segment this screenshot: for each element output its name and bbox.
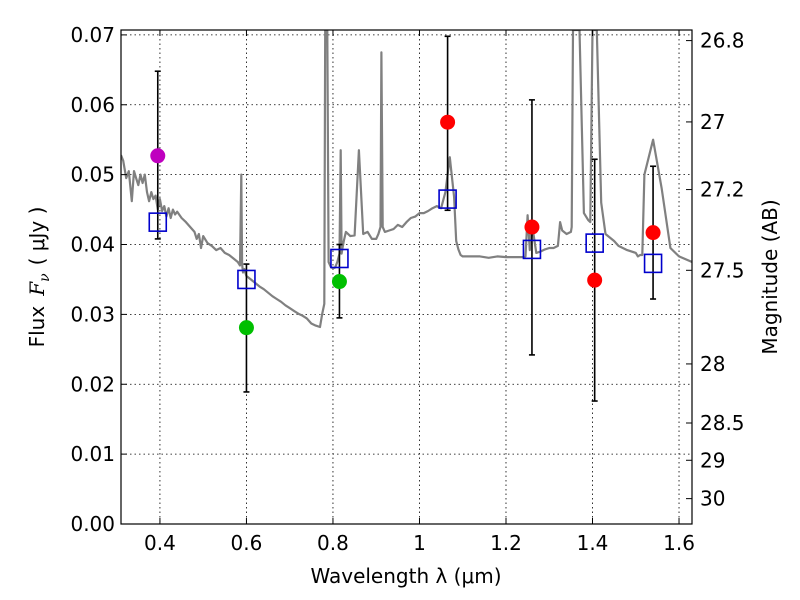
y-tick-label: 0.05 <box>70 163 115 187</box>
x-tick-label: 1 <box>413 531 426 555</box>
plot-frame <box>120 29 693 525</box>
photometry-point <box>524 219 540 235</box>
y2-tick-label: 28.5 <box>700 411 745 435</box>
y-tick-label: 0.00 <box>70 512 115 536</box>
y-tick-label: 0.07 <box>70 23 115 47</box>
y2-axis-title: Magnitude (AB) <box>758 199 782 354</box>
photometry-point <box>238 320 254 336</box>
model-spectrum-layer <box>121 30 692 329</box>
y2-axis-ticks: 26.8 27 27.2 27.5 28 28.5 29 30 <box>686 29 745 511</box>
model-spectrum-line <box>121 30 692 329</box>
y-tick-label: 0.01 <box>70 442 115 466</box>
x-tick-label: 0.4 <box>144 531 176 555</box>
y2-tick-label: 27.5 <box>700 258 745 282</box>
y-tick-label: 0.06 <box>70 93 115 117</box>
model-flux-marker <box>438 189 457 209</box>
photometry-point <box>331 274 347 290</box>
x-tick-label: 1.6 <box>663 531 695 555</box>
y-tick-label: 0.04 <box>70 233 115 257</box>
photometry-point <box>440 114 456 130</box>
photometry-point <box>587 272 603 288</box>
y2-tick-label: 30 <box>700 487 725 511</box>
photometry-point <box>645 225 661 241</box>
y2-tick-label: 29 <box>700 448 725 472</box>
y2-tick-label: 28 <box>700 352 725 376</box>
model-flux-markers <box>148 189 663 290</box>
model-flux-marker <box>237 269 256 290</box>
y-tick-label: 0.02 <box>70 372 115 396</box>
model-flux-marker <box>148 212 168 232</box>
grid <box>121 30 692 524</box>
x-tick-label: 1.4 <box>577 531 609 555</box>
model-flux-marker <box>643 253 663 274</box>
y-axis-title-word: Flux <box>25 306 49 348</box>
y-tick-label: 0.03 <box>70 302 115 326</box>
y2-tick-label: 26.8 <box>700 29 745 53</box>
y2-tick-label: 27 <box>700 110 725 134</box>
y-axis-title-subscript: ν <box>37 273 53 282</box>
x-tick-label: 1.2 <box>490 531 522 555</box>
model-flux-marker <box>330 248 349 269</box>
photometry-point <box>150 148 166 164</box>
x-tick-label: 0.6 <box>231 531 263 555</box>
photometry-points <box>150 114 661 336</box>
y-axis-title-symbol: F <box>25 281 49 297</box>
y-axis-ticks: 0.00 0.01 0.02 0.03 0.04 0.05 0.06 0.07 <box>70 23 127 536</box>
x-tick-label: 0.8 <box>317 531 349 555</box>
y-axis-title-unit: ( μJy ) <box>25 207 49 266</box>
x-axis-title: Wavelength λ (μm) <box>310 564 501 588</box>
y2-tick-label: 27.2 <box>700 178 745 202</box>
y-axis-title: Flux Fν ( μJy ) <box>25 207 53 348</box>
model-flux-marker <box>522 239 542 260</box>
model-flux-marker <box>585 233 604 253</box>
x-axis-ticks: 0.4 0.6 0.8 1 1.2 1.4 1.6 <box>144 30 695 555</box>
